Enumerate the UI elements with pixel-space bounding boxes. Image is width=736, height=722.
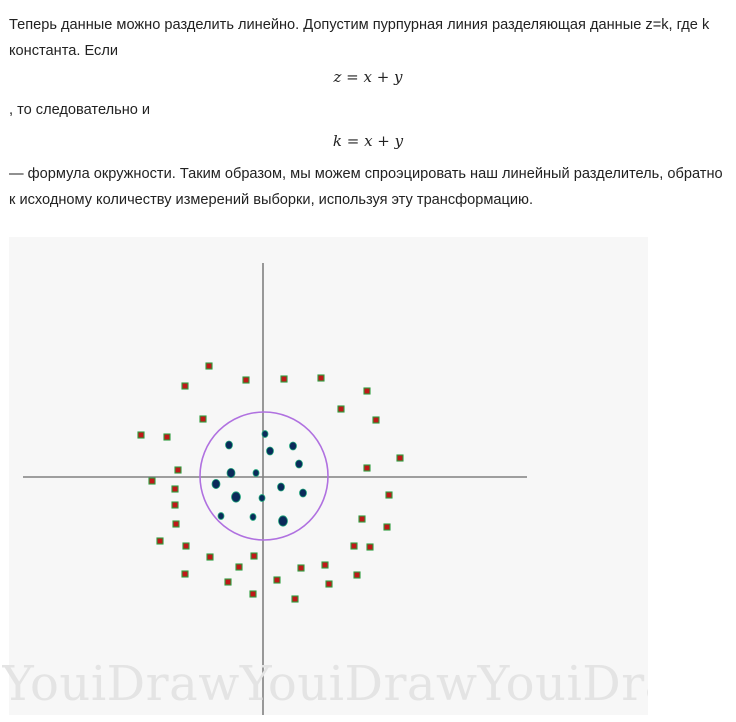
outer-point xyxy=(156,537,164,545)
outer-point xyxy=(363,387,371,395)
inner-point xyxy=(261,430,269,438)
outer-point xyxy=(182,542,190,550)
outer-point xyxy=(249,590,257,598)
outer-point xyxy=(353,571,361,579)
outer-point xyxy=(291,595,299,603)
outer-point xyxy=(163,433,171,441)
inner-point xyxy=(252,469,260,477)
outer-point xyxy=(325,580,333,588)
outer-point xyxy=(372,416,380,424)
outer-point xyxy=(383,523,391,531)
outer-points-group xyxy=(137,362,404,603)
outer-point xyxy=(181,382,189,390)
outer-point xyxy=(174,466,182,474)
inner-point xyxy=(289,441,297,451)
inner-point xyxy=(225,440,233,450)
inner-point xyxy=(299,488,307,498)
outer-point xyxy=(181,570,189,578)
inner-point xyxy=(277,482,285,492)
outer-point xyxy=(235,563,243,571)
inner-point xyxy=(226,467,236,478)
outer-point xyxy=(337,405,345,413)
inner-points-group xyxy=(211,430,307,527)
outer-point xyxy=(317,374,325,382)
inner-point xyxy=(217,512,225,520)
kernel-trick-figure xyxy=(9,237,648,715)
outer-point xyxy=(321,561,329,569)
formula-k: k = x + y xyxy=(332,132,404,150)
formula-z: z = x + y xyxy=(333,68,403,86)
outer-point xyxy=(171,485,179,493)
outer-point xyxy=(199,415,207,423)
paragraph-then: , то следовательно и xyxy=(9,102,151,118)
outer-point xyxy=(206,553,214,561)
outer-point xyxy=(350,542,358,550)
outer-point xyxy=(396,454,404,462)
inner-point xyxy=(266,446,274,456)
outer-point xyxy=(250,552,258,560)
outer-point xyxy=(224,578,232,586)
inner-point xyxy=(211,478,221,489)
inner-point xyxy=(258,494,266,502)
outer-point xyxy=(137,431,145,439)
paragraph-intro: Теперь данные можно разделить линейно. Д… xyxy=(9,17,710,59)
outer-point xyxy=(171,501,179,509)
outer-point xyxy=(363,464,371,472)
scatter-illustration xyxy=(23,263,527,715)
outer-point xyxy=(148,477,156,485)
outer-point xyxy=(385,491,393,499)
inner-point xyxy=(278,515,288,527)
inner-point xyxy=(295,459,303,469)
outer-point xyxy=(242,376,250,384)
inner-point xyxy=(231,491,241,503)
outer-point xyxy=(280,375,288,383)
paragraph-circle: — формула окружности. Таким образом, мы … xyxy=(9,166,723,208)
outer-point xyxy=(297,564,305,572)
outer-point xyxy=(273,576,281,584)
watermark-text: YouiDrawYouiDrawYouiDra xyxy=(2,656,648,712)
separator-circle xyxy=(199,411,329,541)
outer-point xyxy=(366,543,374,551)
outer-point xyxy=(205,362,213,370)
outer-point xyxy=(172,520,180,528)
outer-point xyxy=(358,515,366,523)
inner-point xyxy=(249,513,257,521)
